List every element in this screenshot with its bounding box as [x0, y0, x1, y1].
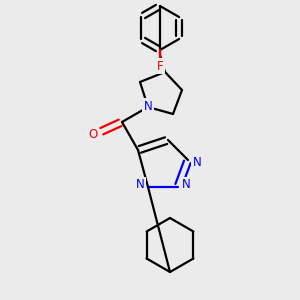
Text: O: O	[88, 128, 98, 140]
Text: N: N	[144, 100, 152, 112]
Text: N: N	[193, 155, 201, 169]
Text: N: N	[182, 178, 190, 191]
Text: F: F	[157, 59, 163, 73]
Text: N: N	[136, 178, 144, 191]
